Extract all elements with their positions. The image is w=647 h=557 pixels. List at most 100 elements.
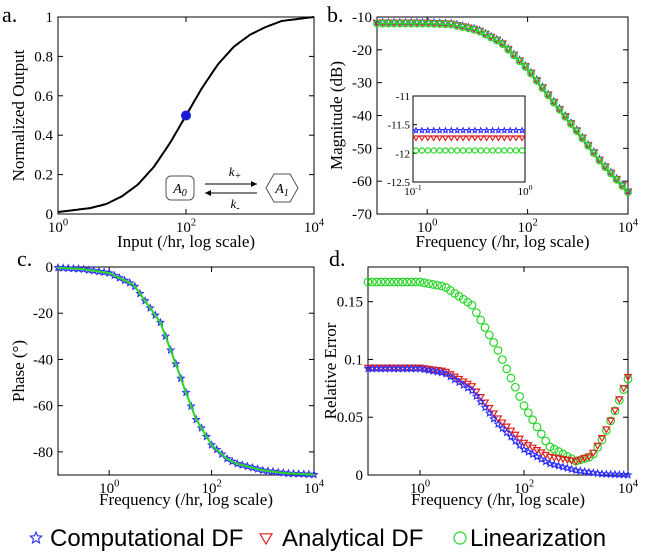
- d-y-tick-label: 0.1: [344, 352, 363, 368]
- b-marker-circle: [624, 188, 632, 197]
- b-inset-marker-triangle-down: [418, 135, 426, 142]
- b-y-tick-label: -20: [352, 43, 372, 59]
- c-x-tick-label: 104: [304, 478, 325, 497]
- b-inset-marker-star: [518, 126, 526, 134]
- b-marker-circle: [544, 91, 553, 100]
- b-y-tick-label: -70: [352, 207, 372, 223]
- d-marker-star: [554, 461, 564, 470]
- panel-b: b. 100 102 104 -10 -20 -30 -40 -50 -60 -70 Frequenc…: [327, 2, 639, 251]
- b-inset-marker-triangle-down: [518, 135, 526, 142]
- d-marker-circle: [398, 277, 408, 287]
- d-marker-star: [454, 377, 464, 387]
- d-marker-triangle-down: [510, 431, 520, 440]
- c-y-tick-label: -60: [33, 399, 53, 415]
- b-inset-marker-star: [494, 126, 503, 134]
- d-marker-circle: [393, 277, 403, 287]
- d-marker-star: [467, 385, 477, 395]
- d-marker-star: [502, 427, 512, 437]
- b-x-tick-label: 100: [417, 217, 437, 236]
- d-marker-star: [519, 444, 529, 454]
- d-marker-star: [523, 447, 533, 456]
- d-y-tick-label: 0.15: [337, 295, 363, 311]
- d-marker-circle: [406, 277, 416, 287]
- a-x-axis-label: Input (/hr, log scale): [117, 232, 255, 251]
- d-marker-triangle-down: [584, 453, 594, 461]
- b-inset-marker-triangle-down: [435, 135, 444, 142]
- d-marker-star: [476, 397, 486, 406]
- d-marker-circle: [519, 401, 529, 411]
- d-marker-star: [567, 464, 577, 474]
- panel-c: c. 100 102 104 0 -20 -40 -60 -80 Frequency (/hr, …: [9, 246, 325, 509]
- d-marker-circle: [376, 277, 386, 287]
- d-marker-star: [571, 465, 581, 475]
- legend-label: Computational DF: [50, 525, 243, 552]
- d-marker-circle: [484, 330, 494, 340]
- d-marker-star: [424, 365, 434, 375]
- d-marker-star: [471, 391, 481, 401]
- panel-label-a: a.: [2, 2, 17, 27]
- d-marker-triangle-down: [593, 442, 603, 450]
- b-inset-marker-triangle-down: [500, 135, 508, 142]
- d-marker-circle: [458, 294, 468, 304]
- d-x-tick-label: 102: [514, 478, 534, 497]
- d-marker-triangle-down: [506, 427, 516, 435]
- d-marker-circle: [549, 444, 559, 454]
- a-forward-rate-label: k+: [229, 164, 242, 182]
- d-marker-circle: [545, 442, 555, 452]
- b-inset-marker-circle: [436, 147, 443, 154]
- d-marker-circle: [510, 382, 520, 392]
- panel-label-b: b.: [327, 2, 344, 27]
- d-marker-star: [484, 408, 494, 418]
- b-marker-circle: [578, 134, 587, 143]
- d-x-tick-label: 104: [618, 478, 639, 497]
- d-x-axis-label: Frequency (/hr, log scale): [411, 490, 585, 509]
- b-inset-marker-star: [447, 126, 456, 134]
- d-marker-star: [575, 466, 585, 475]
- d-marker-triangle-down: [623, 373, 633, 382]
- b-marker-circle: [584, 141, 592, 150]
- d-marker-star: [623, 470, 633, 479]
- b-marker-circle: [572, 127, 581, 136]
- b-marker-circle: [612, 175, 621, 184]
- legend: Computational DF Analytical DF Linearizati…: [28, 525, 606, 552]
- b-inset-marker-star: [471, 126, 479, 134]
- panel-label-d: d.: [329, 246, 346, 271]
- d-marker-circle: [467, 300, 477, 310]
- b-inset-marker-circle: [489, 147, 496, 154]
- a-y-tick-label: 1: [46, 10, 54, 26]
- a-y-tick-label: 0: [46, 207, 54, 223]
- d-marker-circle: [480, 323, 490, 332]
- b-inset-marker-circle: [424, 147, 431, 154]
- b-inset-marker-star: [418, 126, 426, 134]
- b-marker-circle: [510, 51, 518, 60]
- b-inset-marker-triangle-down: [441, 135, 450, 142]
- b-inset-marker-star: [435, 126, 444, 134]
- b-inset-marker-triangle-down: [453, 135, 461, 142]
- b-inset-marker-circle: [518, 147, 526, 154]
- d-marker-star: [432, 367, 442, 376]
- c-x-tick-label: 100: [99, 478, 119, 497]
- legend-circle-icon: [453, 531, 467, 545]
- d-marker-circle: [411, 277, 421, 287]
- b-marker-circle: [567, 120, 575, 128]
- d-marker-triangle-down: [489, 410, 499, 418]
- b-inset-x-tick-label: 100: [518, 183, 533, 198]
- b-inset-marker-star: [476, 126, 485, 134]
- d-marker-triangle-down: [480, 399, 490, 407]
- b-inset-marker-circle: [501, 147, 508, 154]
- b-marker-circle: [492, 36, 501, 45]
- b-marker-circle: [601, 163, 610, 172]
- d-marker-triangle-down: [571, 458, 581, 466]
- d-marker-star: [584, 467, 594, 477]
- d-marker-circle: [532, 422, 542, 432]
- legend-label: Analytical DF: [282, 525, 423, 552]
- b-marker-circle: [561, 112, 570, 121]
- d-marker-circle: [372, 277, 382, 287]
- d-marker-star: [506, 432, 516, 441]
- c-y-tick-label: -20: [33, 306, 53, 322]
- d-marker-triangle-down: [580, 455, 590, 463]
- d-marker-circle: [385, 277, 395, 287]
- b-inset-marker-star: [482, 126, 491, 134]
- d-marker-circle: [502, 364, 512, 374]
